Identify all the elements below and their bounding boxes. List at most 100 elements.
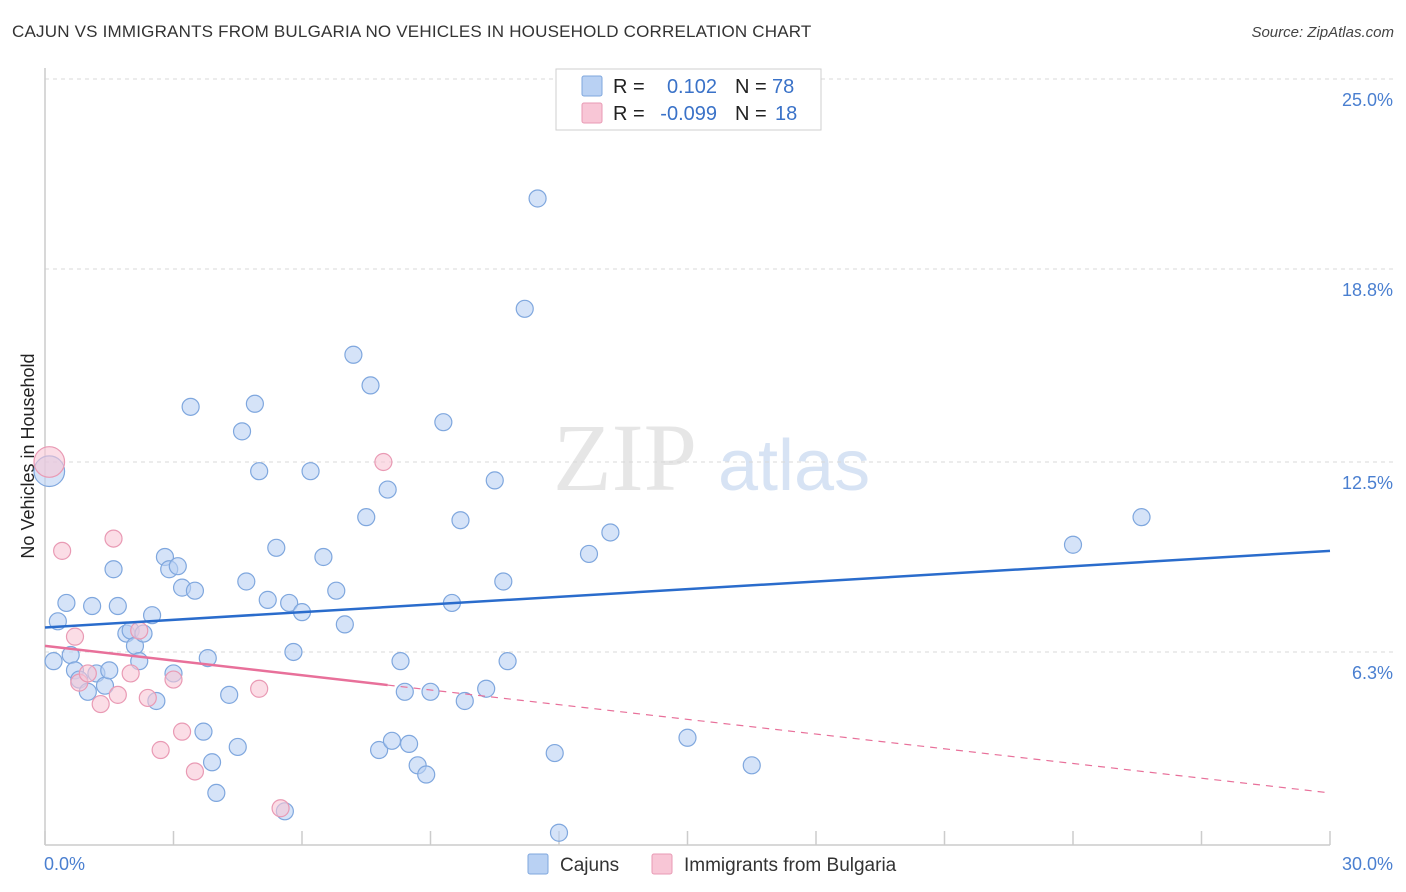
legend-r-label-1: R = [613, 76, 645, 98]
x-tick-label-max: 30.0% [1342, 854, 1393, 874]
legend-r-value-1: 0.102 [667, 76, 717, 98]
cajun-point-44 [301, 462, 320, 481]
chart-source: Source: ZipAtlas.com [1251, 24, 1394, 41]
cajun-point-76 [1063, 535, 1083, 554]
cajun-point-3 [57, 593, 76, 613]
cajun-point-77 [1132, 508, 1151, 527]
cajun-point-64 [477, 679, 496, 698]
cajun-point-38 [258, 590, 277, 609]
cajun-point-66 [494, 572, 513, 591]
cajun-point-47 [335, 615, 354, 634]
cajun-point-36 [245, 394, 264, 413]
bulgaria-point-17 [374, 452, 393, 472]
cajun-point-56 [399, 734, 419, 753]
cajun-trend-line [44, 549, 1331, 629]
cajun-point-68 [515, 299, 534, 318]
cajun-point-65 [485, 471, 504, 490]
cajun-point-75 [742, 756, 761, 775]
watermark-zip: ZIP [553, 404, 697, 511]
cajun-point-63 [455, 691, 474, 711]
bulgaria-point-2 [65, 627, 85, 646]
cajun-point-45 [314, 547, 333, 567]
cajun-point-11 [100, 661, 119, 680]
legend-n-label-1: N = [735, 76, 767, 98]
bulgaria-trend-line-solid [44, 644, 388, 687]
cajun-point-42 [284, 642, 303, 662]
cajun-point-27 [185, 581, 205, 600]
bulgaria-point-15 [250, 679, 269, 698]
cajun-point-59 [421, 682, 440, 701]
cajun-point-52 [378, 480, 397, 499]
bulgaria-point-11 [151, 740, 170, 760]
cajun-point-37 [250, 462, 269, 481]
cajun-point-30 [202, 753, 222, 772]
cajun-point-54 [391, 652, 410, 671]
bulgaria-point-14 [185, 762, 205, 781]
bulgaria-point-13 [172, 722, 192, 741]
cajun-point-8 [83, 596, 102, 616]
bulgaria-point-10 [138, 688, 157, 708]
cajun-point-70 [545, 743, 564, 763]
watermark-atlas: atlas [718, 426, 870, 506]
cajun-point-26 [181, 397, 200, 416]
series-legend: Cajuns Immigrants from Bulgaria [527, 853, 897, 876]
cajun-point-53 [382, 731, 402, 750]
legend-n-value-1: 78 [772, 76, 794, 98]
bulgaria-point-4 [78, 664, 97, 683]
cajun-point-29 [198, 648, 217, 668]
cajun-point-35 [237, 572, 256, 591]
bottom-legend-swatch-bulgaria [651, 853, 673, 875]
cajun-point-73 [601, 523, 620, 542]
cajun-point-13 [108, 596, 127, 616]
cajun-point-55 [395, 682, 414, 701]
legend-r-value-2: -0.099 [660, 103, 717, 125]
cajun-point-28 [194, 722, 213, 741]
cajun-point-74 [678, 728, 697, 747]
cajun-point-60 [434, 413, 453, 432]
cajun-point-12 [104, 560, 123, 579]
cajun-point-48 [344, 345, 363, 364]
x-tick-labels: 0.0% 30.0% [44, 854, 1393, 874]
cajun-point-49 [357, 508, 376, 527]
bulgaria-point-8 [121, 664, 140, 683]
bulgaria-point-9 [130, 621, 149, 640]
cajun-point-72 [579, 544, 599, 564]
cajun-point-67 [498, 652, 517, 671]
bulgaria-point-16 [271, 799, 290, 818]
cajun-point-58 [417, 765, 436, 784]
legend-n-label-2: N = [735, 103, 767, 125]
cajun-point-34 [232, 422, 252, 441]
y-tick-label-3: 25.0% [1342, 90, 1393, 110]
bottom-legend-label-bulgaria: Immigrants from Bulgaria [684, 855, 897, 876]
gridlines [45, 78, 1393, 653]
cajun-point-32 [220, 685, 239, 704]
y-tick-label-2: 18.8% [1342, 280, 1393, 300]
cajun-point-46 [327, 581, 346, 600]
bottom-legend-swatch-cajuns [527, 853, 549, 875]
cajun-point-1 [44, 652, 63, 671]
legend-n-value-2: 18 [775, 103, 797, 125]
cajun-point-24 [168, 557, 187, 576]
bulgaria-trend-line-dashed [387, 684, 1331, 794]
legend-swatch-cajuns [581, 75, 603, 97]
cajun-point-41 [280, 593, 299, 613]
legend-r-label-2: R = [613, 103, 645, 125]
trend-lines [44, 549, 1331, 794]
y-axis-title: No Vehicles in Household [18, 353, 38, 558]
bulgaria-point-12 [164, 670, 183, 689]
chart-title: CAJUN VS IMMIGRANTS FROM BULGARIA NO VEH… [12, 22, 812, 41]
bulgaria-point-6 [104, 529, 123, 548]
bulgaria-point-7 [108, 685, 127, 704]
bulgaria-point-1 [53, 541, 72, 560]
bulgaria-point-5 [91, 694, 110, 714]
y-tick-label-0: 6.3% [1352, 663, 1393, 683]
cajun-point-31 [207, 783, 226, 803]
bulgaria-point-0 [33, 446, 66, 478]
y-tick-label-1: 12.5% [1342, 473, 1393, 493]
cajun-point-50 [361, 376, 380, 395]
cajun-point-33 [228, 737, 247, 757]
cajun-point-39 [267, 538, 286, 557]
cajun-point-69 [528, 189, 547, 208]
y-tick-labels: 6.3% 12.5% 18.8% 25.0% [1342, 90, 1393, 683]
